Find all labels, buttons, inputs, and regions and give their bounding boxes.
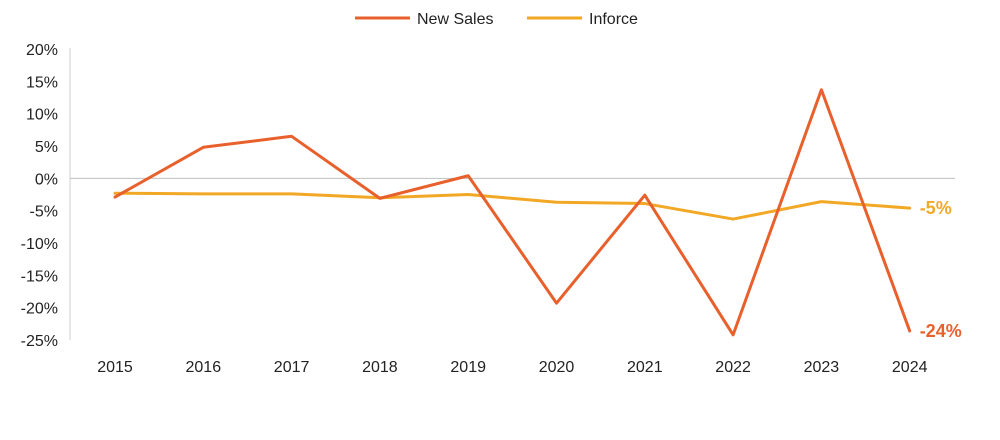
legend: New Sales Inforce xyxy=(355,11,638,28)
y-tick-label: -10% xyxy=(21,236,58,253)
x-tick-label: 2019 xyxy=(450,359,486,376)
y-tick-label: 15% xyxy=(26,74,58,91)
end-label-new-sales: -24% xyxy=(920,321,962,341)
y-tick-label: -15% xyxy=(21,268,58,285)
legend-label-new-sales: New Sales xyxy=(417,11,493,28)
y-tick-label: 5% xyxy=(35,139,58,156)
y-tick-label: 0% xyxy=(35,171,58,188)
series-line-new-sales xyxy=(113,88,912,337)
x-axis-ticks: 2015 2016 2017 2018 2019 2020 2021 2022 2023 2024 xyxy=(97,359,927,376)
y-tick-label: -5% xyxy=(30,204,58,221)
legend-label-inforce: Inforce xyxy=(589,11,638,28)
x-tick-label: 2024 xyxy=(892,359,928,376)
series-layer xyxy=(113,88,912,337)
x-tick-label: 2023 xyxy=(804,359,840,376)
x-tick-label: 2017 xyxy=(274,359,310,376)
end-label-inforce: -5% xyxy=(920,198,952,218)
y-tick-label: 20% xyxy=(26,42,58,59)
x-tick-label: 2021 xyxy=(627,359,663,376)
x-tick-label: 2016 xyxy=(186,359,222,376)
y-tick-label: -20% xyxy=(21,301,58,318)
series-line-inforce xyxy=(113,191,912,221)
x-tick-label: 2015 xyxy=(97,359,133,376)
x-tick-label: 2018 xyxy=(362,359,398,376)
y-tick-label: -25% xyxy=(21,333,58,350)
x-tick-label: 2020 xyxy=(539,359,575,376)
y-axis-ticks: 20% 15% 10% 5% 0% -5% -10% -15% -20% -25% xyxy=(21,42,58,350)
x-tick-label: 2022 xyxy=(715,359,751,376)
end-labels: -24% -5% xyxy=(920,198,962,341)
y-tick-label: 10% xyxy=(26,107,58,124)
